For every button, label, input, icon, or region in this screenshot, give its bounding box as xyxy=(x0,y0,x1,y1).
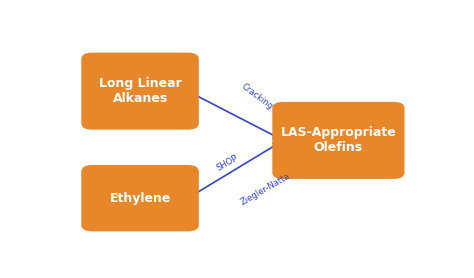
FancyBboxPatch shape xyxy=(272,102,405,179)
Text: Cracking: Cracking xyxy=(239,82,274,111)
Text: Ziegler-Natta: Ziegler-Natta xyxy=(239,172,292,207)
Text: Long Linear
Alkanes: Long Linear Alkanes xyxy=(99,77,182,105)
Text: LAS-Appropriate
Olefins: LAS-Appropriate Olefins xyxy=(281,126,396,154)
FancyBboxPatch shape xyxy=(82,53,199,130)
Text: Ethylene: Ethylene xyxy=(109,192,171,205)
Text: SHOP: SHOP xyxy=(215,153,240,173)
FancyBboxPatch shape xyxy=(82,165,199,231)
